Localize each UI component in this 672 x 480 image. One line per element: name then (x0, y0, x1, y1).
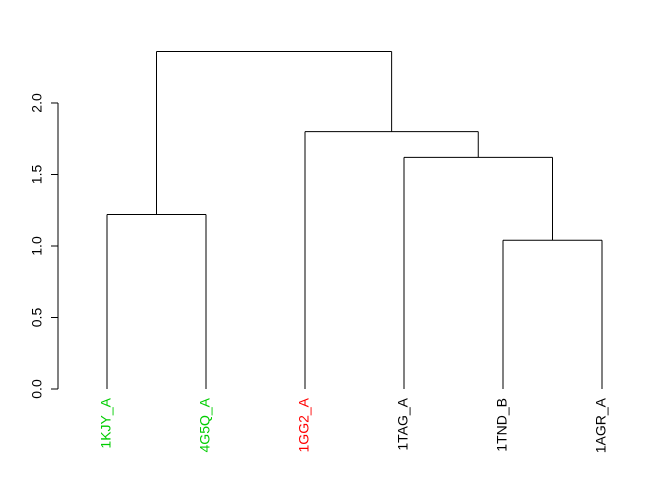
y-tick-label: 0.0 (29, 379, 45, 399)
y-tick-label: 2.0 (29, 93, 45, 113)
leaf-label: 1KJY_A (98, 397, 114, 448)
leaf-label: 4G5Q_A (197, 397, 213, 452)
y-tick-label: 1.0 (29, 236, 45, 256)
leaf-label: 1GG2_A (296, 397, 312, 452)
y-tick-label: 1.5 (29, 165, 45, 185)
leaf-label: 1TND_B (494, 398, 510, 452)
leaf-label: 1TAG_A (395, 397, 411, 450)
leaf-label: 1AGR_A (593, 397, 609, 453)
y-tick-label: 0.5 (29, 308, 45, 328)
